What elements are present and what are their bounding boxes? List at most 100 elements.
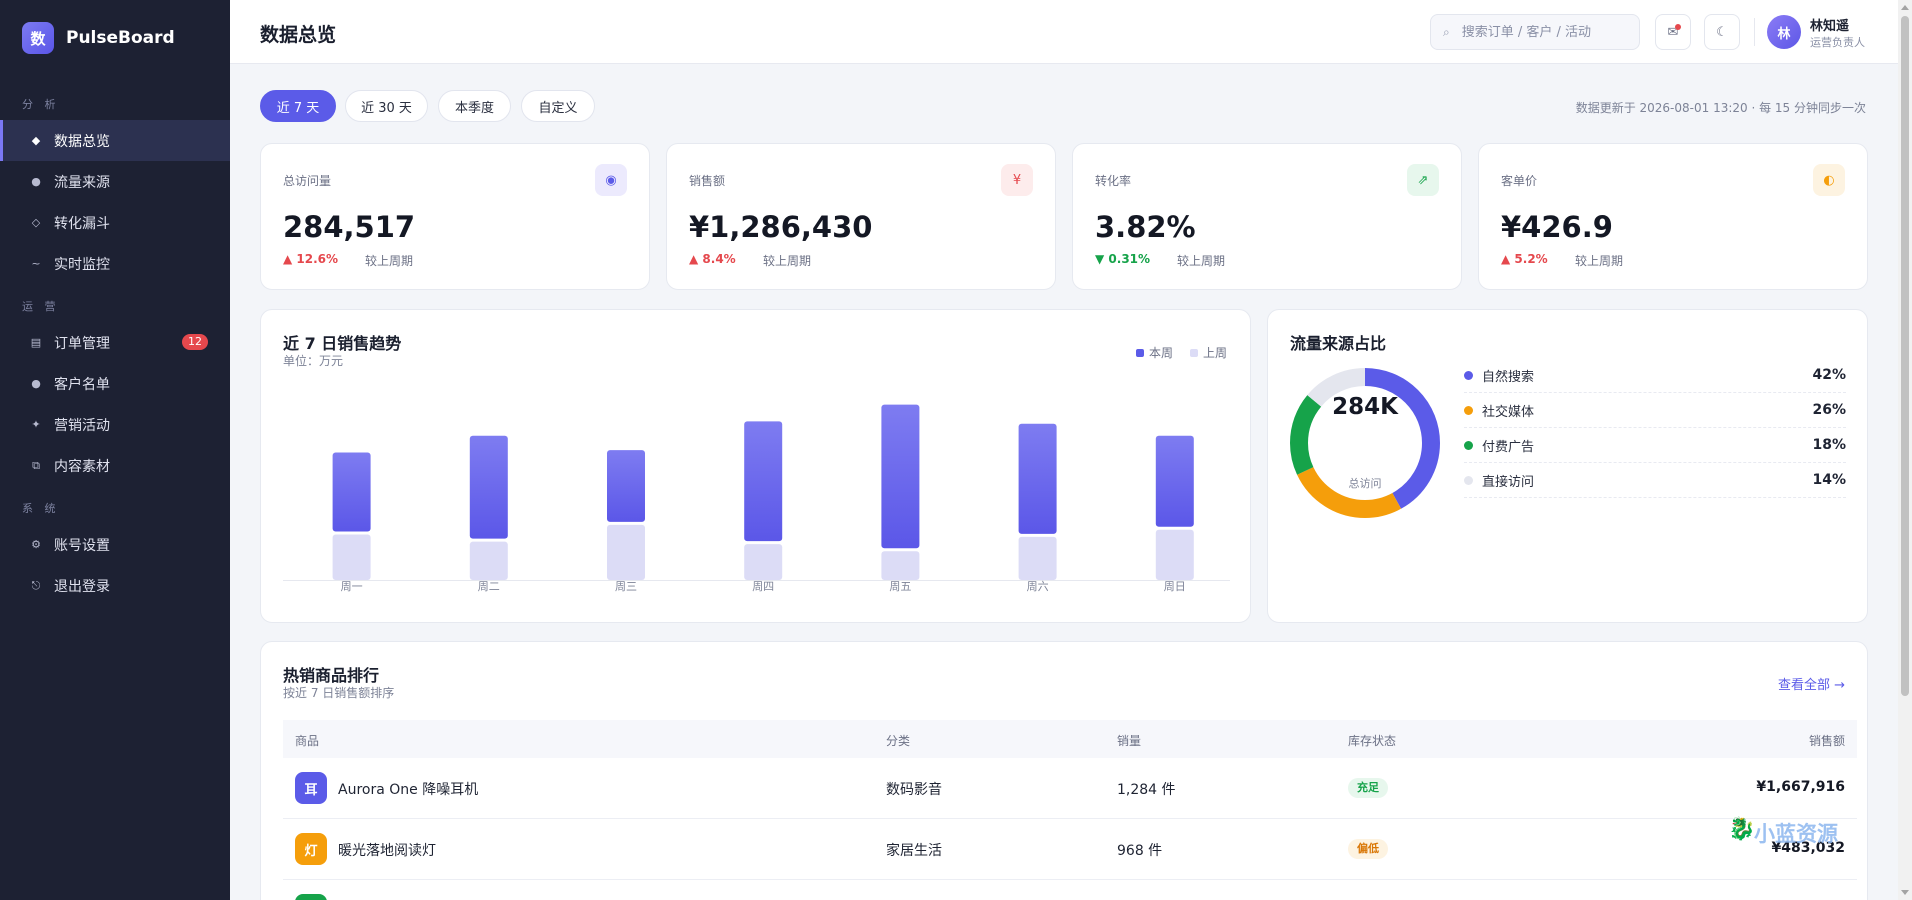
search-box[interactable]: ⌕ <box>1430 14 1640 50</box>
traffic-source-paid-ads[interactable]: 付费广告 18% <box>1464 428 1846 463</box>
sidebar-item-realtime[interactable]: ~ 实时监控 <box>0 243 230 284</box>
table-row[interactable] <box>283 880 1857 900</box>
date-range-option[interactable]: 近 30 天 <box>345 90 428 122</box>
product-sales: 1,284 件 <box>1117 782 1176 798</box>
kpi-visits-icon: ◉ <box>595 164 627 196</box>
kpi-delta: ▼ 0.31% <box>1095 252 1151 266</box>
traffic-source-social-media[interactable]: 社交媒体 26% <box>1464 393 1846 428</box>
brand-name: PulseBoard <box>66 28 175 48</box>
x-tick-label: 周六 <box>1027 580 1049 593</box>
bar-this-week[interactable] <box>744 421 783 542</box>
sidebar-item-account[interactable]: ⚙ 账号设置 <box>0 524 230 565</box>
user-icon: ● <box>31 377 41 390</box>
bar-last-week[interactable] <box>881 551 920 580</box>
watermark-text: 小蓝资源 <box>1754 822 1838 846</box>
avatar[interactable]: 林 <box>1767 15 1801 49</box>
sidebar-item-traffic[interactable]: ● 流量来源 <box>0 161 230 202</box>
bar-this-week[interactable] <box>332 452 371 532</box>
column-header-product[interactable]: 商品 <box>295 734 320 748</box>
search-input[interactable] <box>1461 24 1622 40</box>
legend-item-last-week: 上周 <box>1190 344 1227 361</box>
product-amount: ¥483,032 <box>1771 840 1845 856</box>
update-note: 数据更新于 2026-08-01 13:20 · 每 15 分钟同步一次 <box>1575 101 1866 115</box>
legend-item-this-week: 本周 <box>1136 344 1173 361</box>
kpi-compare-label: 较上周期 <box>365 254 414 268</box>
traffic-source-organic-search[interactable]: 自然搜索 42% <box>1464 358 1846 393</box>
kpi-card-aov[interactable]: 客单价 ◐ ¥426.9 ▲ 5.2% 较上周期 <box>1478 143 1868 290</box>
bar-this-week[interactable] <box>469 435 508 539</box>
products-subtitle: 按近 7 日销售额排序 <box>283 686 395 700</box>
sidebar-item-label: 订单管理 <box>54 335 110 352</box>
sidebar-item-logout[interactable]: ⎋ 退出登录 <box>0 565 230 606</box>
sidebar-item-funnel[interactable]: ◇ 转化漏斗 <box>0 202 230 243</box>
page-title: 数据总览 <box>260 24 337 46</box>
bar-last-week[interactable] <box>1018 536 1057 580</box>
date-range-option[interactable]: 自定义 <box>521 90 595 122</box>
donut-slice[interactable] <box>1290 368 1440 518</box>
kpi-label: 销售额 <box>689 174 726 188</box>
user-name[interactable]: 林知遥 <box>1810 19 1850 34</box>
bar-this-week[interactable] <box>607 450 645 522</box>
traffic-source-direct[interactable]: 直接访问 14% <box>1464 463 1846 498</box>
search-icon: ⌕ <box>1443 24 1450 39</box>
sales-bar-chart: 周一 周二 周三 周四 周五 周六 周日 <box>283 404 1230 593</box>
scroll-thumb[interactable] <box>1901 16 1909 696</box>
bar-this-week[interactable] <box>881 404 920 549</box>
kpi-card-conversion[interactable]: 转化率 ⇗ 3.82% ▼ 0.31% 较上周期 <box>1072 143 1462 290</box>
bar-last-week[interactable] <box>332 534 371 581</box>
bar-last-week[interactable] <box>744 544 783 580</box>
table-row[interactable]: 灯暖光落地阅读灯 家居生活 968 件 偏低 ¥483,032 <box>283 819 1857 880</box>
kpi-card-revenue[interactable]: 销售额 ¥ ¥1,286,430 ▲ 8.4% 较上周期 <box>666 143 1056 290</box>
kpi-aov-icon: ◐ <box>1813 164 1845 196</box>
nav-section-title: 运 营 <box>22 300 60 313</box>
sidebar-item-label: 退出登录 <box>54 578 110 595</box>
legend-swatch <box>1464 370 1473 380</box>
traffic-source-value: 42% <box>1812 367 1846 383</box>
product-name[interactable]: Aurora One 降噪耳机 <box>338 782 479 798</box>
x-tick-label: 周一 <box>341 580 363 593</box>
bar-last-week[interactable] <box>1155 529 1194 580</box>
scroll-up-arrow-icon[interactable] <box>1901 5 1909 10</box>
date-range-option[interactable]: 近 7 天 <box>260 90 336 122</box>
kpi-compare-label: 较上周期 <box>1575 254 1624 268</box>
brand-logo: 数 <box>22 22 54 54</box>
kpi-revenue-icon: ¥ <box>1001 164 1033 196</box>
sidebar-item-overview[interactable]: ◆ 数据总览 <box>0 120 230 161</box>
sparkle-icon: ✦ <box>31 418 41 431</box>
scroll-down-arrow-icon[interactable] <box>1901 890 1909 895</box>
table-header: 商品 分类 销量 库存状态 销售额 <box>283 720 1857 758</box>
watermark-logo-icon: 🐉 <box>1728 817 1756 842</box>
page-scrollbar[interactable] <box>1898 0 1912 900</box>
sidebar-item-assets[interactable]: ⧉ 内容素材 <box>0 445 230 486</box>
sidebar-item-customers[interactable]: ● 客户名单 <box>0 363 230 404</box>
sidebar-item-orders[interactable]: ▤ 订单管理 12 <box>0 322 230 363</box>
column-header-amount[interactable]: 销售额 <box>1808 734 1845 748</box>
column-header-category[interactable]: 分类 <box>886 734 911 748</box>
bar-last-week[interactable] <box>607 524 645 580</box>
legend-swatch <box>1464 405 1473 415</box>
bar-this-week[interactable] <box>1155 435 1194 527</box>
sidebar-item-campaigns[interactable]: ✦ 营销活动 <box>0 404 230 445</box>
traffic-source-value: 26% <box>1812 402 1846 418</box>
brand[interactable]: 数 PulseBoard <box>0 0 230 76</box>
count-badge: 12 <box>182 334 208 350</box>
traffic-source-label: 直接访问 <box>1482 474 1535 490</box>
kpi-card-visits[interactable]: 总访问量 ◉ 284,517 ▲ 12.6% 较上周期 <box>260 143 650 290</box>
table-row[interactable]: 耳 Aurora One 降噪耳机 数码影音 1,284 件 充足 ¥1,667,916 <box>283 758 1857 819</box>
product-name[interactable]: 暖光落地阅读灯 <box>338 843 436 859</box>
traffic-source-card: 流量来源占比 284K 总访问 自然搜索 42% 社交媒体 26% 付费广告 18% 直接访… <box>1267 309 1868 623</box>
date-range-option[interactable]: 本季度 <box>438 90 511 122</box>
donut-slice[interactable] <box>1290 368 1440 518</box>
view-all-link[interactable]: 查看全部 → <box>1777 678 1845 693</box>
sidebar-item-label: 流量来源 <box>54 174 110 191</box>
bar-last-week[interactable] <box>469 541 508 580</box>
sidebar-item-label: 营销活动 <box>54 417 110 434</box>
donut-center-value: 284K <box>1332 394 1398 420</box>
column-header-sales[interactable]: 销量 <box>1117 734 1142 748</box>
notifications-button[interactable]: ✉ <box>1655 14 1691 50</box>
donut-slice[interactable] <box>1290 368 1440 518</box>
kpi-label: 客单价 <box>1501 174 1538 188</box>
theme-toggle-button[interactable]: ☾ <box>1704 14 1740 50</box>
column-header-stock[interactable]: 库存状态 <box>1348 734 1397 748</box>
bar-this-week[interactable] <box>1018 423 1057 534</box>
